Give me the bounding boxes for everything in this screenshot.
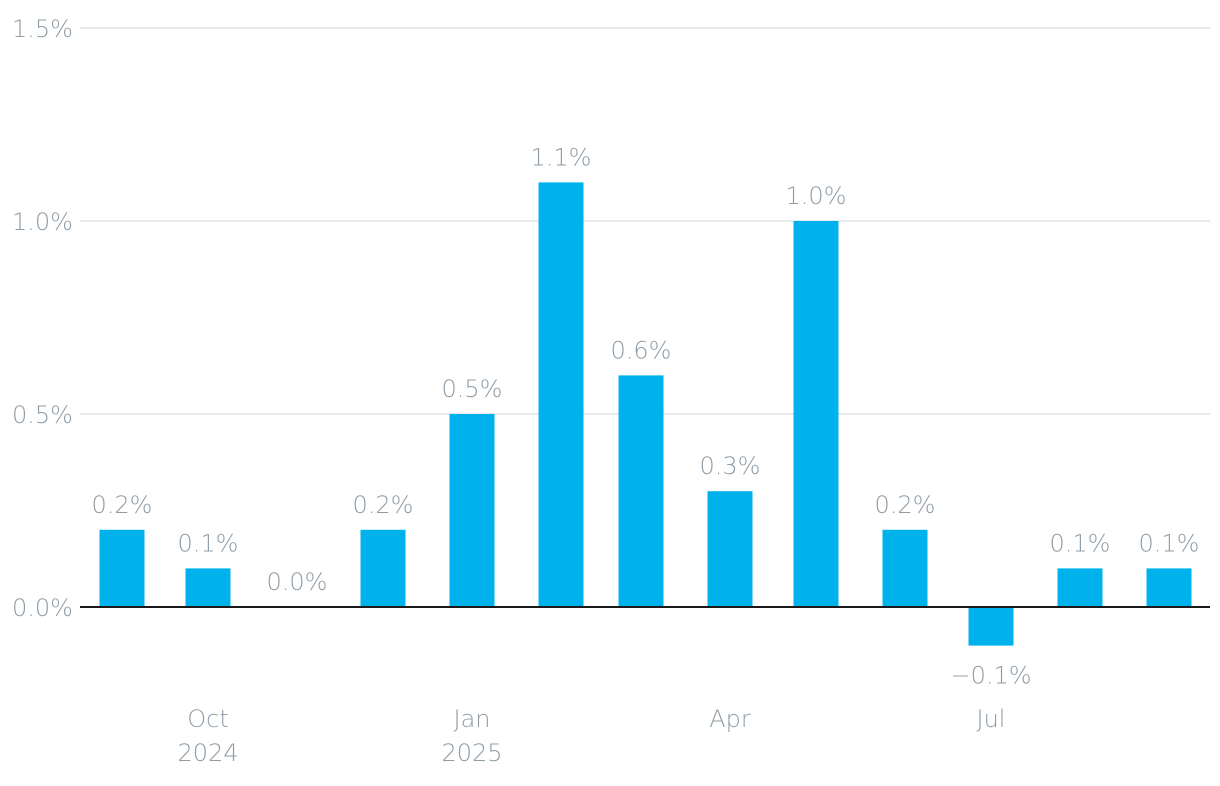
x-tick-label: Oct bbox=[187, 705, 229, 733]
y-tick-label: 0.0% bbox=[12, 594, 73, 622]
x-tick-label: Apr bbox=[709, 705, 751, 733]
y-axis-ticks: 0.0% 0.5% 1.0% 1.5% bbox=[12, 15, 73, 622]
bar bbox=[538, 182, 584, 607]
x-tick-label-year: 2025 bbox=[441, 739, 502, 767]
bar bbox=[360, 529, 406, 607]
data-label: 0.5% bbox=[442, 375, 503, 403]
data-label: 0.1% bbox=[178, 529, 239, 557]
y-tick-label: 1.5% bbox=[12, 15, 73, 43]
bars-layer bbox=[99, 182, 1192, 646]
data-label: 1.1% bbox=[531, 143, 592, 171]
data-label: 0.1% bbox=[1050, 529, 1111, 557]
bar bbox=[99, 529, 145, 607]
bar bbox=[449, 414, 495, 607]
bar bbox=[185, 568, 231, 607]
data-label: 0.2% bbox=[353, 491, 414, 519]
bar bbox=[1057, 568, 1103, 607]
bar bbox=[793, 221, 839, 607]
data-labels-layer: 0.2% 0.1% 0.0% 0.2% 0.5% 1.1% 0.6% 0.3% 1.0% 0.2%… bbox=[92, 143, 1200, 689]
x-tick-label: Jan bbox=[454, 705, 491, 733]
x-tick-label: Jul bbox=[977, 705, 1006, 733]
data-label: 0.0% bbox=[267, 568, 328, 596]
data-label: −0.1% bbox=[950, 662, 1031, 690]
data-label: 0.3% bbox=[700, 452, 761, 480]
y-tick-label: 1.0% bbox=[12, 208, 73, 236]
bar bbox=[1146, 568, 1192, 607]
x-axis-ticks: Oct 2024 Jan 2025 Apr Jul bbox=[177, 705, 1005, 767]
data-label: 1.0% bbox=[786, 182, 847, 210]
bar bbox=[707, 491, 753, 607]
bar bbox=[882, 529, 928, 607]
bar bbox=[618, 375, 664, 607]
data-label: 0.6% bbox=[611, 336, 672, 364]
x-tick-label-year: 2024 bbox=[177, 739, 238, 767]
data-label: 0.2% bbox=[875, 491, 936, 519]
data-label: 0.1% bbox=[1139, 529, 1200, 557]
bar bbox=[968, 607, 1014, 646]
data-label: 0.2% bbox=[92, 491, 153, 519]
y-tick-label: 0.5% bbox=[12, 401, 73, 429]
